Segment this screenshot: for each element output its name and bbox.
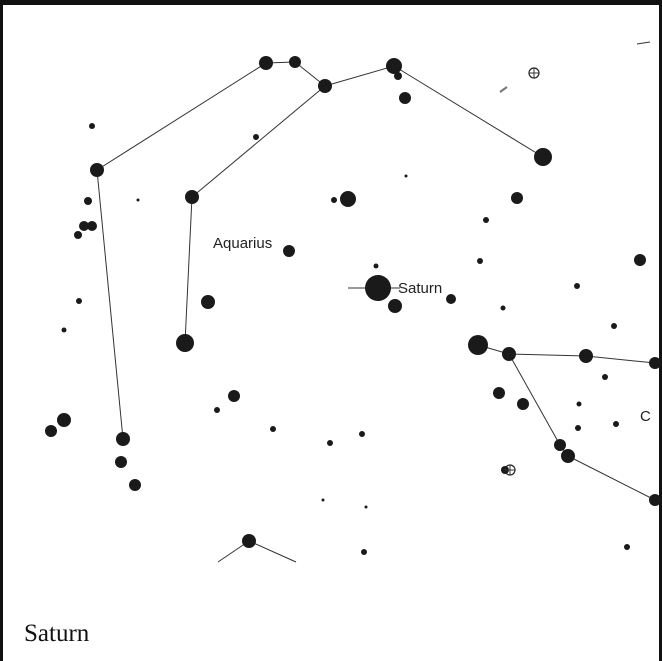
constellation-label: Aquarius bbox=[213, 235, 272, 252]
right-border bbox=[659, 0, 662, 661]
planet-label: Saturn bbox=[398, 280, 442, 297]
stars bbox=[45, 56, 661, 555]
top-border bbox=[0, 0, 662, 5]
caption: Saturn bbox=[24, 620, 90, 647]
left-border bbox=[0, 0, 3, 661]
cluster-symbols bbox=[499, 41, 651, 476]
constellation-label: C bbox=[640, 408, 651, 425]
